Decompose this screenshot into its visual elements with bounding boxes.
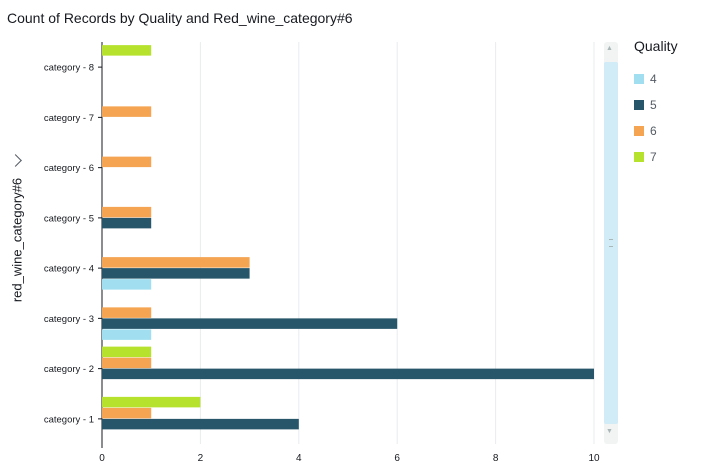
legend-swatch: [634, 152, 644, 162]
bar[interactable]: [102, 106, 152, 117]
y-tick-label: category - 1: [44, 414, 94, 425]
bar[interactable]: [102, 318, 398, 329]
bar[interactable]: [102, 418, 299, 430]
legend-item[interactable]: 4: [634, 66, 678, 92]
bar[interactable]: [102, 346, 152, 358]
y-tick-label: category - 3: [44, 314, 94, 325]
chart-title: Count of Records by Quality and Red_wine…: [7, 10, 353, 26]
y-tick-label: category - 8: [44, 63, 94, 74]
legend-swatch: [634, 74, 644, 84]
bar[interactable]: [102, 368, 594, 380]
bar[interactable]: [102, 156, 152, 168]
bar[interactable]: [102, 268, 250, 279]
x-tick-label: 2: [198, 453, 204, 464]
x-tick-label: 10: [588, 453, 600, 464]
legend: Quality 4 5 6 7: [634, 38, 678, 170]
legend-label: 5: [650, 98, 657, 112]
legend-swatch: [634, 100, 644, 110]
y-tick-label: category - 5: [44, 213, 94, 224]
y-tick-label: category - 4: [44, 264, 94, 275]
scroll-up-icon[interactable]: ▲: [606, 45, 613, 52]
bar[interactable]: [102, 307, 152, 318]
legend-swatch: [634, 126, 644, 136]
bar[interactable]: [102, 396, 201, 408]
bar[interactable]: [102, 357, 152, 369]
legend-item[interactable]: 7: [634, 144, 678, 170]
bar[interactable]: [102, 257, 250, 268]
bar[interactable]: [102, 206, 152, 218]
legend-label: 4: [650, 72, 657, 86]
bar[interactable]: [102, 407, 152, 419]
y-tick-label: category - 6: [44, 163, 94, 174]
scrollbar-grip-icon: [609, 239, 613, 247]
y-tick-label: category - 7: [44, 113, 94, 124]
legend-item[interactable]: 5: [634, 92, 678, 118]
scroll-down-icon[interactable]: ▼: [606, 428, 613, 435]
legend-label: 6: [650, 124, 657, 138]
x-tick-label: 8: [493, 453, 499, 464]
bar[interactable]: [102, 279, 152, 290]
x-tick-label: 0: [99, 453, 105, 464]
legend-item[interactable]: 6: [634, 118, 678, 144]
legend-title: Quality: [634, 38, 678, 54]
y-tick-label: category - 2: [44, 364, 94, 375]
x-tick-label: 6: [394, 453, 400, 464]
bar[interactable]: [102, 217, 152, 229]
chart-scrollbar-thumb[interactable]: [604, 62, 618, 424]
legend-label: 7: [650, 150, 657, 164]
bar[interactable]: [102, 45, 152, 56]
x-tick-label: 4: [296, 453, 302, 464]
bar[interactable]: [102, 329, 152, 340]
